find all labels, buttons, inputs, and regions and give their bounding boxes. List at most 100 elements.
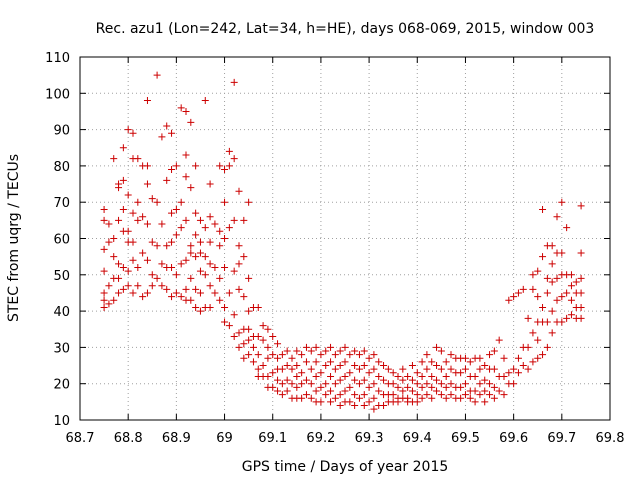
data-point-marker xyxy=(177,260,185,268)
data-point-marker xyxy=(327,387,335,395)
data-point-marker xyxy=(139,213,147,221)
data-point-marker xyxy=(230,311,238,319)
data-point-marker xyxy=(548,260,556,268)
data-point-marker xyxy=(370,365,378,373)
data-point-marker xyxy=(206,180,214,188)
data-point-marker xyxy=(134,216,142,224)
data-point-marker xyxy=(442,372,450,380)
data-point-marker xyxy=(418,372,426,380)
data-point-marker xyxy=(172,162,180,170)
data-points xyxy=(100,71,585,413)
data-point-marker xyxy=(341,387,349,395)
data-point-marker xyxy=(153,198,161,206)
data-point-marker xyxy=(148,282,156,290)
data-point-marker xyxy=(490,365,498,373)
y-tick-label: 100 xyxy=(45,87,70,102)
data-point-marker xyxy=(408,376,416,384)
data-point-marker xyxy=(249,343,257,351)
y-tick-label: 80 xyxy=(53,160,70,175)
data-point-marker xyxy=(413,380,421,388)
data-point-marker xyxy=(534,354,542,362)
data-point-marker xyxy=(505,369,513,377)
data-point-marker xyxy=(461,354,469,362)
data-point-marker xyxy=(240,293,248,301)
data-point-marker xyxy=(288,354,296,362)
data-point-marker xyxy=(360,401,368,409)
data-point-marker xyxy=(577,249,585,257)
data-point-marker xyxy=(206,303,214,311)
data-point-marker xyxy=(124,282,132,290)
data-point-marker xyxy=(119,285,127,293)
data-point-marker xyxy=(293,347,301,355)
data-point-marker xyxy=(221,166,229,174)
data-point-marker xyxy=(230,78,238,86)
data-point-marker xyxy=(365,398,373,406)
data-point-marker xyxy=(389,369,397,377)
data-point-marker xyxy=(245,274,253,282)
data-point-marker xyxy=(201,253,209,261)
data-point-marker xyxy=(182,256,190,264)
data-point-marker xyxy=(375,372,383,380)
data-point-marker xyxy=(539,351,547,359)
data-point-marker xyxy=(115,216,123,224)
data-point-marker xyxy=(119,264,127,272)
y-tick-label: 10 xyxy=(53,414,70,429)
x-tick-label: 69.5 xyxy=(451,431,480,446)
data-point-marker xyxy=(404,383,412,391)
data-point-marker xyxy=(442,383,450,391)
data-point-marker xyxy=(119,144,127,152)
data-point-marker xyxy=(567,282,575,290)
data-point-marker xyxy=(413,391,421,399)
data-point-marker xyxy=(375,387,383,395)
data-point-marker xyxy=(312,372,320,380)
data-point-marker xyxy=(249,358,257,366)
data-point-marker xyxy=(254,365,262,373)
data-point-marker xyxy=(539,205,547,213)
data-point-marker xyxy=(500,372,508,380)
data-point-marker xyxy=(230,267,238,275)
x-tick-label: 69.8 xyxy=(596,431,625,446)
data-point-marker xyxy=(230,155,238,163)
data-point-marker xyxy=(264,354,272,362)
data-point-marker xyxy=(447,380,455,388)
data-point-marker xyxy=(548,278,556,286)
data-point-marker xyxy=(476,391,484,399)
data-point-marker xyxy=(269,383,277,391)
data-point-marker xyxy=(481,376,489,384)
data-point-marker xyxy=(201,271,209,279)
data-point-marker xyxy=(548,242,556,250)
data-point-marker xyxy=(240,253,248,261)
data-point-marker xyxy=(563,289,571,297)
data-point-marker xyxy=(423,391,431,399)
data-point-marker xyxy=(558,293,566,301)
data-point-marker xyxy=(346,351,354,359)
data-point-marker xyxy=(235,260,243,268)
data-point-marker xyxy=(394,398,402,406)
data-point-marker xyxy=(168,238,176,246)
x-tick-label: 69.7 xyxy=(547,431,576,446)
data-point-marker xyxy=(278,380,286,388)
data-point-marker xyxy=(158,282,166,290)
data-point-marker xyxy=(216,296,224,304)
data-point-marker xyxy=(312,358,320,366)
data-point-marker xyxy=(245,336,253,344)
data-point-marker xyxy=(187,296,195,304)
data-point-marker xyxy=(394,383,402,391)
data-point-marker xyxy=(543,289,551,297)
data-point-marker xyxy=(119,176,127,184)
data-point-marker xyxy=(196,289,204,297)
data-point-marker xyxy=(529,285,537,293)
data-point-marker xyxy=(187,274,195,282)
axes xyxy=(79,56,611,421)
data-point-marker xyxy=(148,271,156,279)
data-point-marker xyxy=(302,376,310,384)
data-point-marker xyxy=(351,391,359,399)
y-tick-label: 50 xyxy=(53,269,70,284)
data-point-marker xyxy=(423,365,431,373)
data-point-marker xyxy=(192,162,200,170)
data-point-marker xyxy=(288,380,296,388)
data-point-marker xyxy=(423,351,431,359)
data-point-marker xyxy=(192,231,200,239)
data-point-marker xyxy=(529,358,537,366)
data-point-marker xyxy=(529,271,537,279)
